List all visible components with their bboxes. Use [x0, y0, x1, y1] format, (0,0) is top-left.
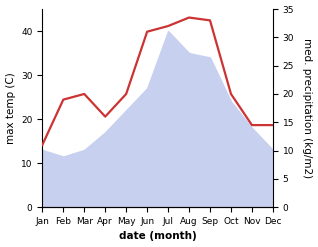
Y-axis label: max temp (C): max temp (C)	[5, 72, 16, 144]
X-axis label: date (month): date (month)	[119, 231, 197, 242]
Y-axis label: med. precipitation (kg/m2): med. precipitation (kg/m2)	[302, 38, 313, 178]
